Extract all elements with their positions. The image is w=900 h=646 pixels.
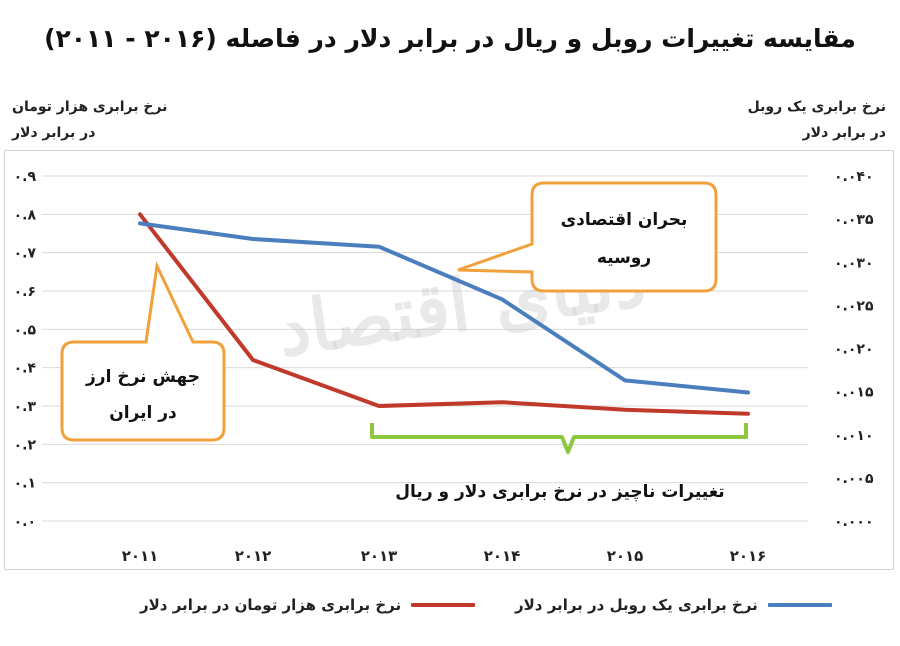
x-axis: ۲۰۱۱ ۲۰۱۲ ۲۰۱۳ ۲۰۱۴ ۲۰۱۵ ۲۰۱۶ [122, 547, 767, 565]
left-tick-label: ۰.۸ [14, 207, 37, 223]
right-axis-title-line-1: نرخ برابری یک روبل [747, 99, 886, 115]
callout-russia-line-1: بحران اقتصادی [561, 210, 688, 230]
x-tick-label: ۲۰۱۵ [607, 547, 644, 565]
series-lines [138, 212, 750, 416]
left-tick-label: ۰.۹ [14, 169, 37, 185]
left-y-axis: ۰.۰ ۰.۱ ۰.۲ ۰.۳ ۰.۴ ۰.۵ ۰.۶ ۰.۷ ۰.۸ ۰.۹ [14, 169, 37, 530]
x-tick-label: ۲۰۱۲ [235, 547, 272, 565]
series-line-toman [138, 212, 750, 416]
x-tick-label: ۲۰۱۱ [122, 547, 159, 565]
callout-russia-line-2: روسیه [597, 248, 651, 268]
callout-russia: بحران اقتصادی روسیه [457, 181, 718, 293]
legend-swatch-ruble [767, 603, 832, 607]
right-tick-label: ۰.۰۱۰ [834, 428, 874, 444]
right-tick-label: ۰.۰۲۰ [834, 342, 874, 358]
right-tick-label: ۰.۰۴۰ [834, 169, 874, 185]
left-tick-label: ۰.۴ [14, 361, 37, 377]
legend-item-toman: نرخ برابری هزار تومان در برابر دلار [140, 596, 476, 614]
left-axis-title-line-2: در برابر دلار [12, 125, 96, 141]
callout-iran: جهش نرخ ارز در ایران [60, 260, 226, 442]
right-tick-label: ۰.۰۰۵ [834, 471, 874, 487]
x-tick-label: ۲۰۱۴ [484, 547, 521, 565]
right-tick-label: ۰.۰۳۰ [834, 255, 874, 271]
callout-iran-line-2: در ایران [109, 403, 177, 423]
legend-item-ruble: نرخ برابری یک روبل در برابر دلار [515, 596, 832, 614]
left-axis-title: نرخ برابری هزار تومان در برابر دلار [12, 94, 192, 146]
right-tick-label: ۰.۰۳۵ [834, 212, 874, 228]
left-tick-label: ۰.۶ [14, 284, 36, 300]
series-line-ruble [138, 221, 750, 395]
legend-label-ruble: نرخ برابری یک روبل در برابر دلار [515, 596, 758, 614]
left-tick-label: ۰.۰ [14, 514, 36, 530]
left-tick-label: ۰.۷ [14, 246, 37, 262]
bracket-shape [370, 423, 748, 454]
left-axis-title-line-1: نرخ برابری هزار تومان [12, 99, 168, 115]
right-axis-title-line-2: در برابر دلار [802, 125, 886, 141]
right-y-axis: ۰.۰۰۰ ۰.۰۰۵ ۰.۰۱۰ ۰.۰۱۵ ۰.۰۲۰ ۰.۰۲۵ ۰.۰۳۰ ۰.۰۳۵… [834, 169, 874, 530]
left-tick-label: ۰.۱ [14, 476, 36, 492]
left-tick-label: ۰.۵ [14, 322, 37, 338]
left-tick-label: ۰.۳ [14, 399, 37, 415]
chart-frame [4, 150, 894, 570]
bracket-annotation: تغییرات ناچیز در نرخ برابری دلار و ریال [370, 423, 748, 502]
callout-iran-shape [60, 260, 226, 442]
chart-title: مقایسه تغییرات روبل و ریال در برابر دلار… [44, 24, 856, 53]
x-tick-label: ۲۰۱۳ [361, 547, 398, 565]
legend: نرخ برابری یک روبل در برابر دلار نرخ برا… [0, 596, 900, 626]
callout-russia-shape [457, 181, 718, 293]
right-axis-title: نرخ برابری یک روبل در برابر دلار [706, 94, 886, 146]
legend-swatch-toman [411, 603, 476, 607]
right-tick-label: ۰.۰۰۰ [834, 514, 874, 530]
right-tick-label: ۰.۰۲۵ [834, 298, 874, 314]
callout-iran-line-1: جهش نرخ ارز [85, 367, 200, 387]
x-tick-label: ۲۰۱۶ [730, 547, 767, 565]
legend-label-toman: نرخ برابری هزار تومان در برابر دلار [140, 596, 402, 614]
bracket-label: تغییرات ناچیز در نرخ برابری دلار و ریال [395, 482, 724, 502]
left-tick-label: ۰.۲ [14, 437, 37, 453]
right-tick-label: ۰.۰۱۵ [834, 385, 874, 401]
